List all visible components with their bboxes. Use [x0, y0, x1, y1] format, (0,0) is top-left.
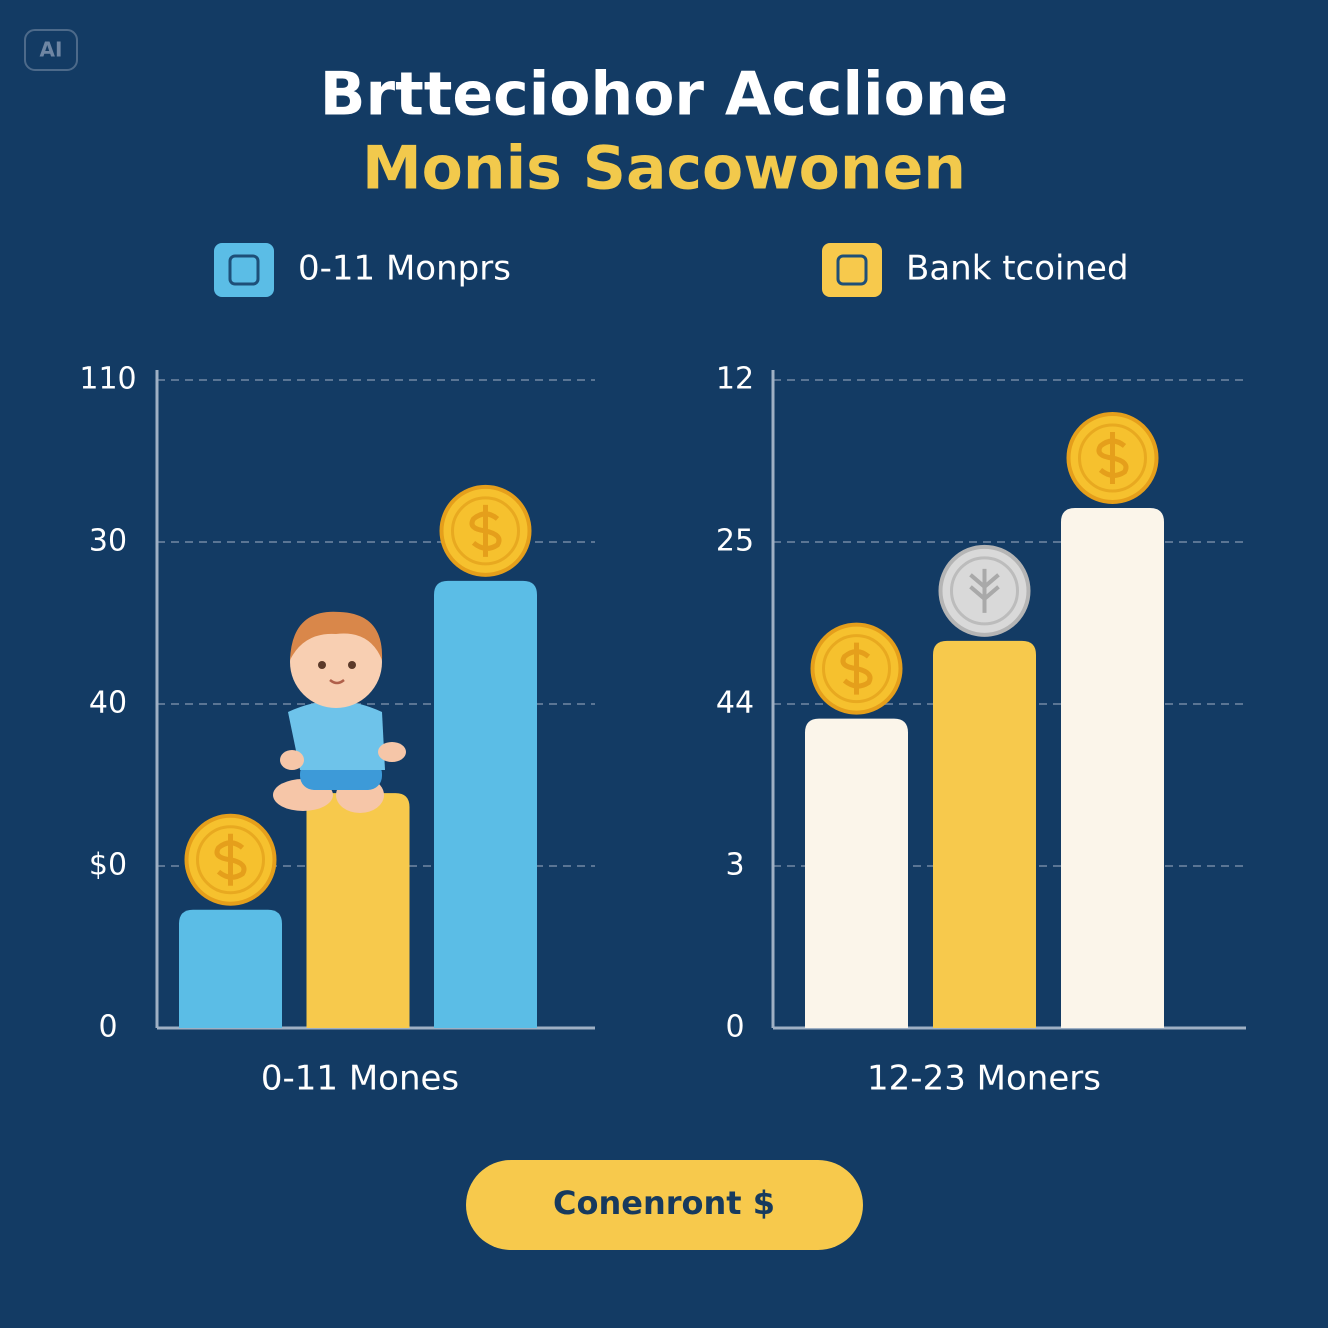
- y-tick-label: 40: [89, 686, 127, 721]
- legend-swatch: [214, 243, 274, 297]
- y-tick-label: 30: [89, 524, 127, 559]
- y-tick-label: 12: [716, 362, 754, 397]
- bar: [306, 793, 410, 1028]
- bar: [179, 909, 282, 1028]
- baby-hand: [378, 742, 406, 762]
- coin-symbol: [1096, 431, 1129, 484]
- coin-rim: [1078, 423, 1147, 493]
- legend-label: 0-11 Monprs: [298, 249, 511, 289]
- ai-badge: AI: [40, 38, 63, 62]
- baby-hand: [280, 750, 304, 770]
- bar: [434, 580, 537, 1028]
- coin-symbol: [840, 642, 873, 695]
- legend: 0-11 Monprs Bank tcoined: [214, 243, 1129, 297]
- y-tick-label: 0: [98, 1010, 117, 1045]
- coin-rim: [950, 556, 1019, 626]
- y-tick-label: 110: [79, 362, 136, 397]
- chart: 0 3 44 25 12 12-23 Moners: [716, 362, 1246, 1099]
- title: Brtteciohor Acclione: [320, 60, 1008, 130]
- action-button[interactable]: [466, 1160, 863, 1250]
- x-axis-label: 0-11 Mones: [261, 1059, 459, 1099]
- subtitle: Monis Sacowonen: [362, 134, 966, 204]
- y-tick-label: $0: [89, 848, 127, 883]
- baby-shirt: [288, 701, 385, 770]
- y-tick-label: 3: [725, 848, 744, 883]
- baby-eye: [318, 661, 326, 669]
- coin-symbol: [969, 568, 1000, 613]
- y-tick-label: 0: [725, 1010, 744, 1045]
- baby-hair: [290, 611, 383, 660]
- chart: 0 $0 40 30 110 0-11 Mones: [79, 362, 595, 1099]
- ai-badge-frame: [24, 29, 78, 71]
- baby-mouth: [329, 679, 345, 685]
- bar: [805, 718, 908, 1028]
- legend-icon-inner: [836, 254, 868, 286]
- coin-rim: [196, 825, 265, 895]
- coin-symbol: [469, 504, 502, 557]
- y-tick-label: 44: [716, 686, 754, 721]
- legend-swatch: [822, 243, 882, 297]
- baby-head: [290, 616, 382, 708]
- legend-icon-inner: [228, 254, 260, 286]
- y-tick-label: 25: [716, 524, 754, 559]
- x-axis-label: 12-23 Moners: [867, 1059, 1101, 1099]
- coin-rim: [451, 496, 520, 566]
- bar: [933, 640, 1036, 1028]
- legend-label: Bank tcoined: [906, 249, 1129, 289]
- button-label[interactable]: Conenront $: [553, 1184, 775, 1222]
- charts: 0 $0 40 30 110 0-11 Mones 0 3 44 25 12 12-23 Moners: [79, 362, 1246, 1099]
- bar: [1061, 507, 1164, 1029]
- coin-rim: [822, 634, 891, 704]
- coin-symbol: [214, 833, 247, 886]
- baby-eye: [348, 661, 356, 669]
- baby-illustration: [273, 611, 406, 813]
